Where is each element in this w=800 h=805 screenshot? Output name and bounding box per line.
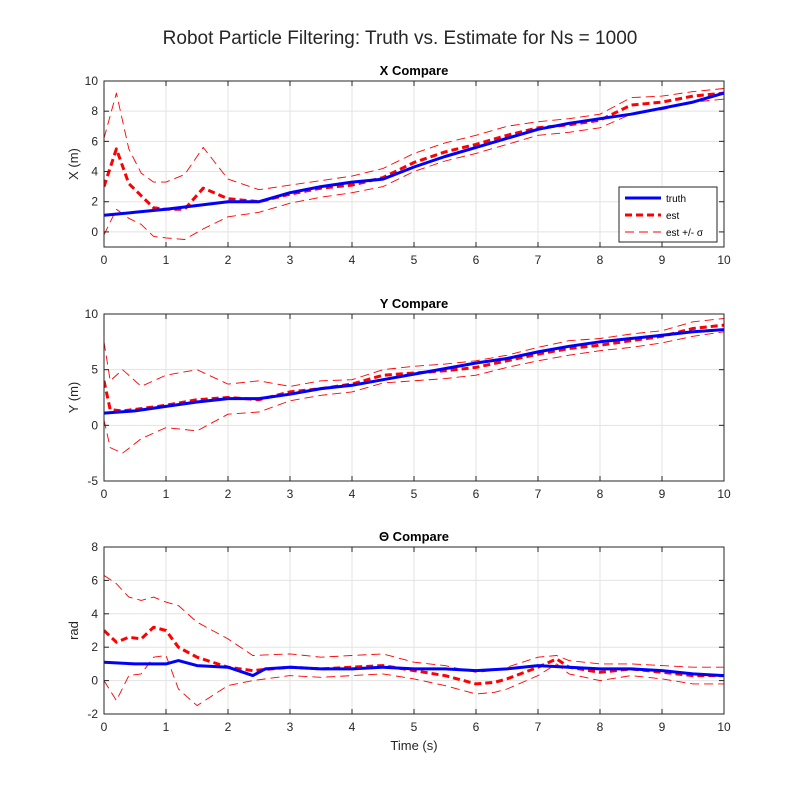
series-line-est — [104, 625, 724, 686]
x-tick-label: 4 — [349, 253, 356, 267]
y-axis-label: Y (m) — [66, 382, 81, 414]
figure-title: Robot Particle Filtering: Truth vs. Esti… — [162, 28, 638, 49]
series-line-est — [104, 318, 724, 387]
y-axis-label: X (m) — [66, 148, 81, 180]
series-line-truth — [104, 328, 724, 415]
y-tick-label: 10 — [85, 74, 99, 88]
subplot-title: Θ Compare — [379, 529, 449, 544]
series-line-est — [104, 331, 724, 454]
x-tick-label: 10 — [717, 253, 731, 267]
x-tick-label: 3 — [287, 487, 294, 501]
legend-label: est +/- σ — [666, 228, 704, 239]
x-tick-label: 1 — [163, 253, 170, 267]
y-tick-label: 2 — [91, 640, 98, 654]
x-tick-label: 5 — [411, 720, 418, 734]
x-tick-label: 2 — [225, 253, 232, 267]
y-tick-label: -2 — [87, 707, 98, 721]
x-tick-label: 6 — [473, 720, 480, 734]
x-tick-label: 10 — [717, 487, 731, 501]
y-tick-label: 6 — [91, 573, 98, 587]
x-tick-label: 9 — [659, 253, 666, 267]
series-line-est — [104, 98, 724, 240]
x-tick-label: 7 — [535, 253, 542, 267]
y-tick-label: 0 — [91, 674, 98, 688]
x-tick-label: 8 — [597, 720, 604, 734]
x-tick-label: 1 — [163, 487, 170, 501]
x-tick-label: 9 — [659, 720, 666, 734]
y-tick-label: -5 — [87, 474, 98, 488]
y-tick-label: 8 — [91, 540, 98, 554]
x-tick-label: 2 — [225, 487, 232, 501]
series-line-est — [104, 91, 724, 211]
x-axis-label: Time (s) — [390, 738, 437, 753]
x-tick-label: 5 — [411, 253, 418, 267]
x-tick-label: 5 — [411, 487, 418, 501]
legend: truth est est +/- σ — [618, 186, 718, 243]
x-tick-label: 6 — [473, 487, 480, 501]
y-tick-label: 6 — [91, 134, 98, 148]
y-tick-label: 5 — [91, 363, 98, 377]
subplot-1: 0 1 2 3 4 5 6 7 8 9 10 0 2 4 6 8 10 X Compare X (m) truth es… — [66, 63, 731, 267]
y-axis-label: rad — [66, 621, 81, 640]
series-line-est — [104, 575, 724, 673]
y-tick-label: 4 — [91, 607, 98, 621]
series-line-truth — [104, 659, 724, 678]
series-line-est — [104, 655, 724, 707]
x-tick-label: 3 — [287, 253, 294, 267]
x-tick-label: 0 — [101, 253, 108, 267]
y-tick-label: 4 — [91, 165, 98, 179]
x-tick-label: 4 — [349, 720, 356, 734]
series-line-truth — [104, 91, 724, 217]
y-tick-label: 0 — [91, 418, 98, 432]
x-tick-label: 9 — [659, 487, 666, 501]
y-tick-label: 2 — [91, 195, 98, 209]
x-tick-label: 1 — [163, 720, 170, 734]
subplot-title: X Compare — [380, 63, 449, 78]
legend-box — [618, 186, 718, 243]
y-tick-label: 8 — [91, 104, 98, 118]
legend-label: truth — [666, 194, 686, 205]
y-tick-label: 0 — [91, 225, 98, 239]
x-tick-label: 6 — [473, 253, 480, 267]
series-line-est — [104, 88, 724, 191]
x-tick-label: 2 — [225, 720, 232, 734]
x-tick-label: 8 — [597, 253, 604, 267]
x-tick-label: 4 — [349, 487, 356, 501]
x-tick-label: 3 — [287, 720, 294, 734]
y-tick-label: 10 — [85, 307, 99, 321]
x-tick-label: 8 — [597, 487, 604, 501]
x-tick-label: 7 — [535, 720, 542, 734]
x-tick-label: 0 — [101, 487, 108, 501]
subplot-title: Y Compare — [380, 296, 448, 311]
x-tick-label: 0 — [101, 720, 108, 734]
x-tick-label: 10 — [717, 720, 731, 734]
x-tick-label: 7 — [535, 487, 542, 501]
legend-label: est — [666, 211, 680, 222]
